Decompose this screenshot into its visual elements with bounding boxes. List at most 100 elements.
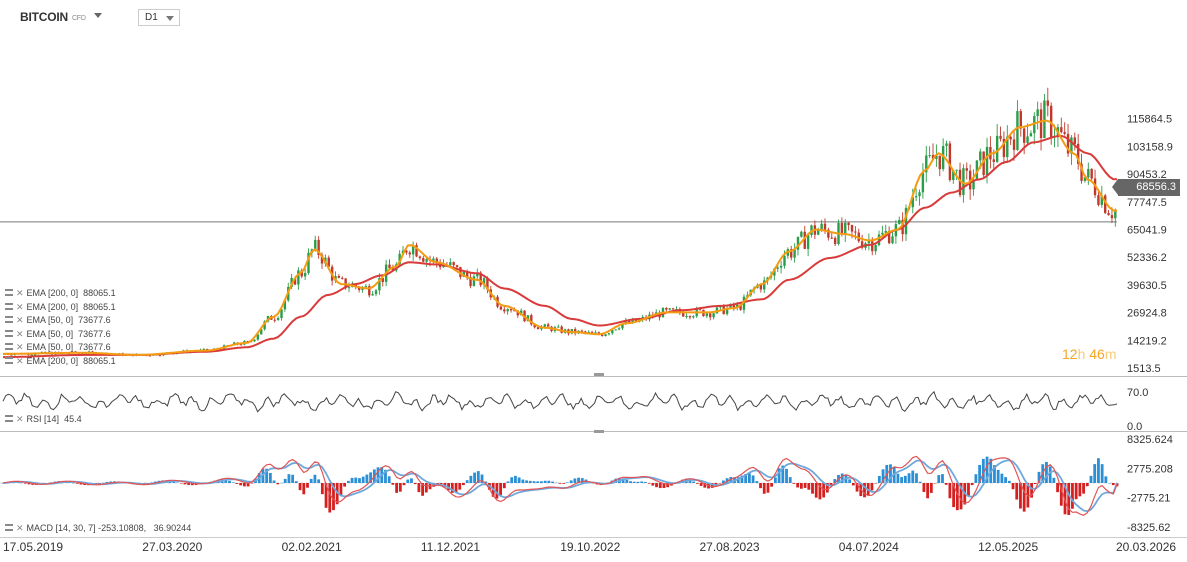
pane-resize-handle[interactable]	[594, 430, 604, 433]
macd-hist-pos	[309, 478, 313, 483]
macd-hist-pos	[105, 482, 109, 483]
settings-icon[interactable]	[5, 415, 13, 422]
candle-down	[513, 310, 516, 312]
macd-hist-neg	[179, 483, 183, 484]
macd-hist-neg	[955, 483, 959, 511]
chevron-down-icon[interactable]	[94, 13, 102, 18]
candle-up	[911, 197, 914, 208]
settings-icon[interactable]	[5, 289, 13, 296]
macd-hist-pos	[20, 482, 23, 484]
candle-down	[739, 304, 742, 310]
close-icon[interactable]: ✕	[16, 523, 24, 533]
macd-hist-neg	[447, 483, 450, 491]
candle-down	[887, 231, 891, 244]
candle-down	[1012, 139, 1016, 150]
candle-down	[148, 355, 152, 357]
timeframe-select[interactable]: D1	[138, 9, 180, 26]
macd-hist-neg	[235, 483, 239, 484]
close-icon[interactable]: ✕	[16, 355, 24, 366]
close-icon[interactable]: ✕	[16, 342, 24, 352]
macd-hist-pos	[996, 469, 1000, 483]
symbol-selector[interactable]: BITCOIN CFD	[20, 10, 86, 24]
macd-hist-neg	[417, 483, 421, 493]
settings-icon[interactable]	[5, 302, 13, 310]
macd-hist-neg	[647, 483, 651, 484]
macd-hist-pos	[941, 474, 944, 483]
macd-hist-neg	[926, 483, 930, 499]
macd-hist-pos	[387, 476, 391, 483]
macd-hist-pos	[1108, 482, 1111, 484]
candle-down	[273, 319, 276, 321]
macd-hist-pos	[109, 481, 113, 483]
macd-hist-neg	[655, 483, 658, 488]
macd-hist-pos	[1048, 466, 1052, 483]
close-icon[interactable]: ✕	[16, 288, 24, 298]
macd-axis-label: 2775.208	[1127, 463, 1173, 475]
macd-hist-pos	[228, 480, 231, 483]
current-price-tag: 68556.3	[1112, 179, 1180, 196]
macd-hist-pos	[889, 464, 892, 483]
candle-down	[600, 334, 604, 337]
macd-hist-neg	[250, 483, 254, 484]
indicator-value: 73677.6	[78, 342, 111, 352]
candle-up	[675, 309, 678, 311]
settings-icon[interactable]	[5, 329, 13, 337]
indicator-legend-row: ✕ EMA [50, 0] 73677.6	[5, 341, 111, 353]
candle-down	[327, 257, 330, 267]
price-axis-label: 1513.5	[1127, 363, 1161, 375]
macd-hist-neg	[874, 483, 878, 484]
close-icon[interactable]: ✕	[16, 414, 24, 424]
macd-hist-pos	[268, 472, 272, 483]
candle-up	[692, 316, 695, 318]
close-icon[interactable]: ✕	[16, 328, 24, 339]
candle-up	[1006, 136, 1009, 158]
candle-down	[1039, 109, 1043, 138]
macd-hist-neg	[239, 483, 243, 486]
settings-icon[interactable]	[5, 356, 13, 364]
candle-up	[796, 236, 800, 250]
macd-hist-pos	[150, 482, 153, 483]
macd-hist-neg	[1033, 483, 1037, 485]
candle-down	[10, 354, 13, 356]
price-axis-label: 77747.5	[1127, 197, 1167, 209]
candle-up	[941, 146, 945, 170]
close-icon[interactable]: ✕	[16, 301, 24, 312]
settings-icon[interactable]	[5, 316, 13, 323]
macd-axis-label: -2775.21	[1127, 493, 1170, 505]
macd-hist-pos	[978, 464, 982, 483]
candle-down	[368, 286, 371, 296]
settings-icon[interactable]	[5, 524, 13, 531]
macd-hist-pos	[1100, 464, 1104, 483]
candle-down	[580, 330, 584, 332]
candle-up	[617, 328, 621, 330]
macd-hist-pos	[532, 481, 536, 483]
indicator-label: EMA [50, 0]	[26, 315, 74, 325]
macd-hist-neg	[562, 483, 566, 484]
symbol-name: BITCOIN	[20, 10, 68, 24]
countdown-minutes-unit: m	[1104, 346, 1117, 362]
rsi-legend: ✕ RSI [14] 45.4	[5, 413, 82, 425]
macd-hist-pos	[469, 475, 473, 483]
macd-hist-neg	[450, 483, 454, 493]
macd-hist-pos	[881, 469, 885, 483]
pane-resize-handle[interactable]	[594, 373, 604, 376]
macd-hist-pos	[614, 478, 618, 483]
countdown-minutes: 46	[1089, 346, 1105, 362]
macd-hist-neg	[242, 483, 246, 487]
macd-hist-neg	[499, 483, 502, 496]
macd-hist-pos	[473, 472, 476, 483]
macd-hist-neg	[343, 483, 347, 487]
macd-hist-neg	[187, 483, 191, 485]
candle-up	[432, 258, 435, 261]
candle-up	[921, 172, 925, 193]
close-icon[interactable]: ✕	[16, 315, 24, 325]
macd-hist-pos	[644, 482, 647, 483]
price-axis-label: 14219.2	[1127, 335, 1167, 347]
signal-value: 36.90244	[153, 523, 192, 533]
settings-icon[interactable]	[5, 343, 13, 350]
macd-hist-neg	[402, 483, 406, 486]
macd-hist-neg	[1015, 483, 1019, 500]
macd-value: -253.10808,	[98, 523, 147, 533]
rsi-line	[2, 390, 1118, 413]
